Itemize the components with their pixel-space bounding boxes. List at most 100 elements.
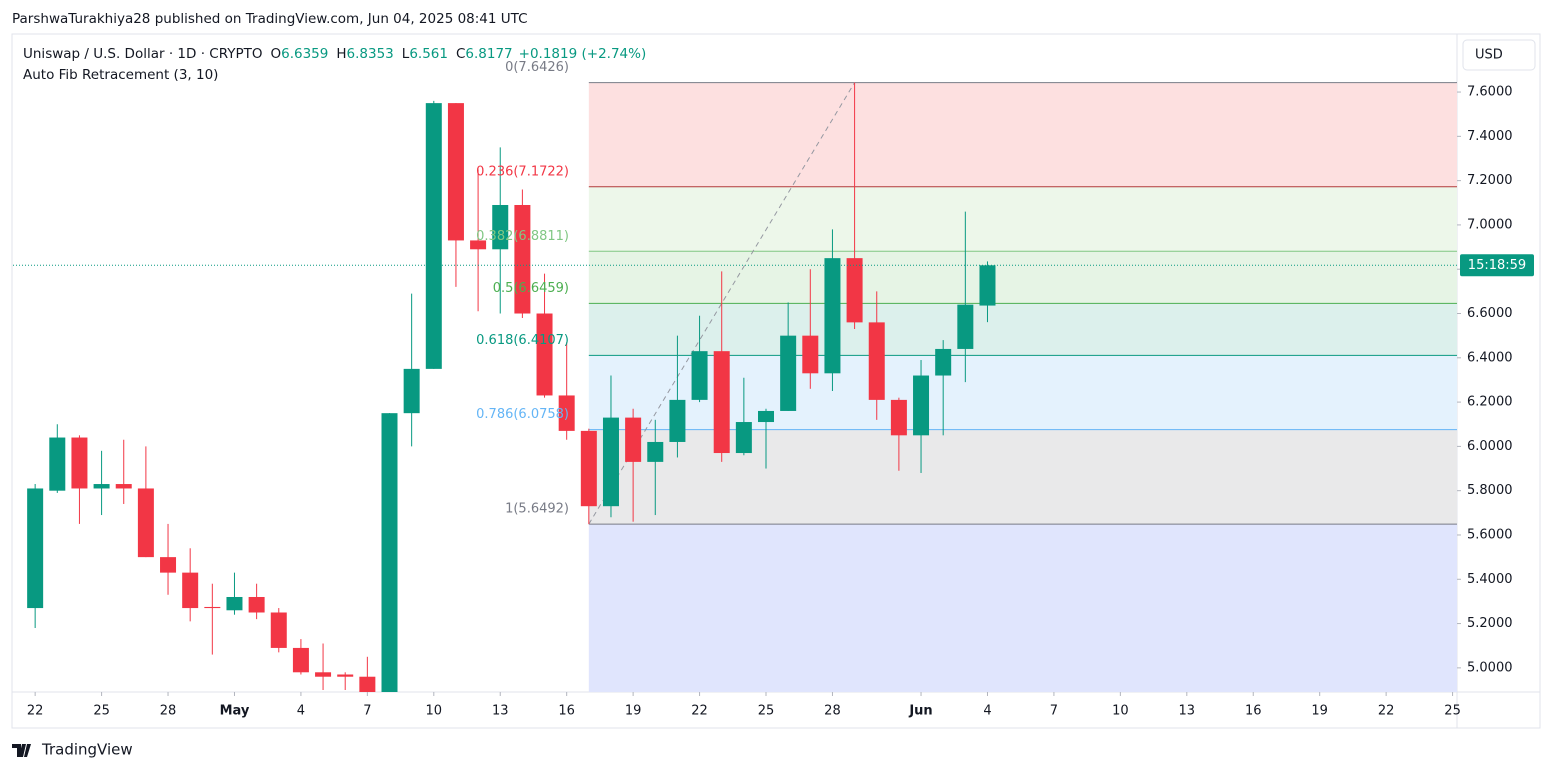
x-tick-label: 4: [983, 704, 991, 719]
x-tick-label: 25: [93, 704, 110, 719]
candle-body: [248, 596, 265, 613]
candle-body: [890, 399, 907, 436]
y-tick-label: 7.6000: [1467, 85, 1513, 100]
candle-body: [381, 413, 398, 692]
fib-zone: [588, 303, 1457, 356]
countdown: 15:18:59: [1468, 258, 1526, 273]
fib-zone: [588, 82, 1457, 187]
candle-body: [536, 313, 553, 396]
fib-label: 0.236(7.1722): [476, 164, 569, 179]
candle-body: [625, 417, 642, 462]
publisher: ParshwaTurakhiya28 published on TradingV…: [12, 11, 528, 27]
candle-body: [979, 265, 996, 306]
legend-text: H: [336, 46, 346, 62]
y-tick-label: 6.4000: [1467, 350, 1513, 365]
y-tick-label: 6.0000: [1467, 439, 1513, 454]
x-tick-label: Jun: [908, 704, 932, 719]
candle-body: [337, 674, 354, 677]
currency-box[interactable]: [1462, 39, 1536, 71]
fib-label: 0(7.6426): [505, 60, 569, 75]
candle-body: [957, 304, 974, 349]
y-tick-label: 5.2000: [1467, 616, 1513, 631]
candle-body: [115, 484, 132, 489]
fib-zone: [588, 524, 1457, 692]
candle-body: [802, 335, 819, 374]
fib-zone: [588, 186, 1457, 252]
candle-body: [558, 395, 575, 431]
candle-body: [470, 240, 487, 250]
legend-text: L: [402, 46, 410, 62]
candle-body: [403, 368, 420, 414]
legend-header: Uniswap / U.S. Dollar · 1D · CRYPTO O6.63…: [23, 46, 646, 83]
candle-body: [691, 351, 708, 400]
candle-body: [492, 204, 509, 250]
legend-text: 6.8353: [347, 46, 394, 62]
candle-body: [292, 647, 309, 673]
x-tick-label: May: [220, 704, 250, 719]
y-tick-label: 7.2000: [1467, 173, 1513, 188]
y-tick-label: 5.8000: [1467, 483, 1513, 498]
logo: [12, 744, 31, 757]
x-tick-label: 16: [1245, 704, 1262, 719]
x-tick-label: 4: [297, 704, 305, 719]
y-tick-label: 5.4000: [1467, 572, 1513, 587]
candle-body: [270, 612, 287, 648]
candle-body: [602, 417, 619, 507]
y-tick-label: 5.0000: [1467, 660, 1513, 675]
legend-text: 6.6359: [281, 46, 328, 62]
frame: [11, 33, 1541, 729]
legend-text: Uniswap / U.S. Dollar · 1D · CRYPTO: [23, 46, 262, 62]
candle-body: [204, 606, 221, 609]
fib-zone: [588, 251, 1457, 304]
x-tick-label: 7: [363, 704, 371, 719]
x-tick-label: 28: [160, 704, 177, 719]
currency: USD: [1475, 48, 1503, 63]
candle-body: [780, 335, 797, 411]
candle-body: [824, 258, 841, 374]
candle-body: [359, 676, 376, 692]
indicator: Auto Fib Retracement (3, 10): [23, 67, 218, 83]
fib-zone: [588, 429, 1457, 525]
plot-area: [27, 82, 1457, 692]
x-tick-label: 22: [27, 704, 44, 719]
candle-body: [669, 399, 686, 442]
legend-text: C: [456, 46, 465, 62]
candle-body: [182, 572, 199, 609]
legend-text: +0.1819 (+2.74%): [519, 46, 647, 62]
x-tick-label: 22: [691, 704, 708, 719]
candle-body: [137, 488, 154, 558]
x-tick-label: 19: [1311, 704, 1328, 719]
x-tick-label: 25: [1444, 704, 1461, 719]
legend-text: O: [270, 46, 281, 62]
candle-body: [846, 258, 863, 323]
legend-text: 6.561: [409, 46, 448, 62]
x-tick-label: 25: [758, 704, 775, 719]
y-tick-label: 7.0000: [1467, 217, 1513, 232]
candle-body: [580, 430, 597, 507]
x-tick-label: 13: [492, 704, 509, 719]
fib-label: 0.786(6.0758): [476, 407, 569, 422]
y-tick-label: 5.6000: [1467, 527, 1513, 542]
candle-body: [27, 488, 44, 609]
y-tick-label: 7.4000: [1467, 129, 1513, 144]
candle-body: [160, 557, 177, 573]
candle-body: [71, 437, 88, 489]
candle-body: [447, 103, 464, 241]
candle-body: [425, 103, 442, 369]
candle-body: [49, 437, 66, 491]
x-tick-label: 7: [1050, 704, 1058, 719]
fib-label: 0.382(6.8811): [476, 229, 569, 244]
fib-label: 0.618(6.4107): [476, 333, 569, 348]
fib-label: 1(5.6492): [505, 502, 569, 517]
legend-line: Uniswap / U.S. Dollar · 1D · CRYPTO O6.63…: [23, 46, 646, 62]
x-tick-label: 22: [1378, 704, 1395, 719]
candle-body: [713, 351, 730, 454]
x-tick-label: 13: [1179, 704, 1196, 719]
x-tick-label: 19: [625, 704, 642, 719]
x-tick-label: 10: [426, 704, 443, 719]
brand: TradingView: [41, 741, 133, 759]
x-tick-label: 10: [1112, 704, 1129, 719]
candle-body: [514, 204, 531, 314]
